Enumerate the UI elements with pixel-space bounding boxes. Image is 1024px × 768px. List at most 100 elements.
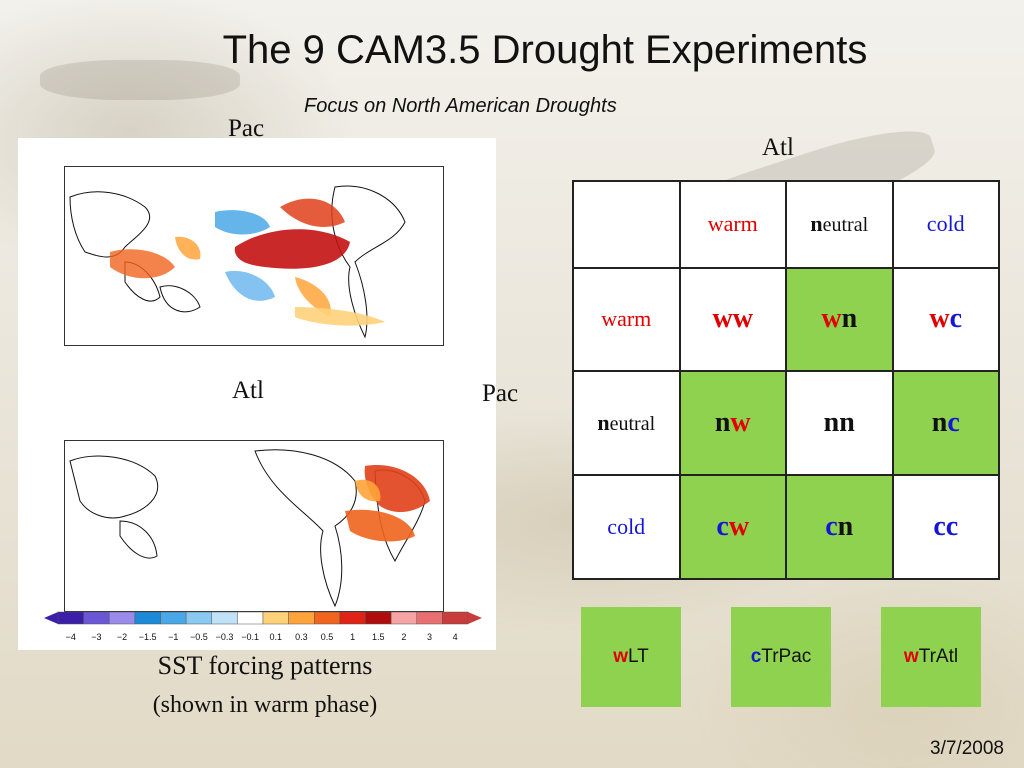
grid-row: neutral nw nn nc — [572, 370, 1000, 477]
header-initial: c — [926, 211, 937, 237]
row-initial: c — [607, 514, 618, 540]
experiment-code-pac: n — [714, 407, 731, 439]
grid-row-header: warm — [572, 266, 681, 373]
grid-col-header: neutral — [785, 180, 894, 269]
colorbar-tick-label: −3 — [91, 632, 101, 642]
box-label: TrAtl — [918, 646, 959, 667]
experiment-box: w LT — [581, 607, 681, 707]
experiment-cell: cc — [891, 474, 1000, 580]
experiment-code-pac: w — [712, 303, 733, 335]
experiment-code-pac: w — [821, 303, 842, 335]
colorbar-tick-label: 1.5 — [372, 632, 385, 642]
slide-subtitle: Focus on North American Droughts — [304, 95, 617, 117]
experiment-cell: wc — [891, 266, 1000, 373]
experiment-code-pac: c — [716, 511, 729, 543]
box-prefix: c — [750, 646, 762, 667]
grid-col-header: warm — [678, 180, 787, 269]
colorbar-tick-label: −2 — [117, 632, 127, 642]
experiment-code-pac: n — [931, 407, 948, 439]
colorbar-cell — [416, 611, 443, 625]
colorbar-cell — [390, 611, 417, 625]
experiment-cell: cw — [678, 474, 787, 580]
colorbar-tick-label: 4 — [453, 632, 458, 642]
colorbar-tick-label: 0.3 — [295, 632, 308, 642]
grid-row-header: neutral — [572, 370, 681, 477]
box-label: TrPac — [761, 646, 812, 667]
header-rest: arm — [723, 211, 758, 237]
experiment-code-atl: n — [839, 407, 855, 439]
box-prefix: w — [613, 646, 628, 667]
box-prefix: w — [903, 646, 919, 667]
colorbar-tick-label: 2 — [401, 632, 406, 642]
colorbar-cell — [109, 611, 136, 625]
row-rest: old — [617, 514, 646, 540]
colorbar-right-arrow — [468, 612, 482, 624]
grid-header-row: warm neutral cold — [572, 180, 1000, 269]
colorbar-tick-label: 0.5 — [321, 632, 334, 642]
pacific-sst-map — [64, 166, 444, 346]
experiment-cell: nn — [785, 370, 894, 477]
experiment-code-atl: c — [945, 511, 959, 543]
sst-colorbar: −4 −3 −2 −1.5 −1 −0.5 −0.3 −0.1 0.1 0.3 0.5 1 1.5 2 3 4 — [44, 611, 482, 642]
pac-map-label: Pac — [228, 115, 265, 142]
row-initial: n — [597, 410, 610, 436]
grid-atl-label: Atl — [762, 134, 794, 161]
slide-date: 3/7/2008 — [930, 738, 1004, 759]
box-label: LT — [628, 646, 649, 667]
experiment-code-pac: w — [929, 303, 950, 335]
colorbar-cell — [211, 611, 238, 625]
colorbar-tick-label: 1 — [350, 632, 355, 642]
colorbar-cell — [365, 611, 392, 625]
colorbar-cell — [57, 611, 84, 625]
experiment-code-atl: w — [730, 407, 751, 439]
colorbar-cell — [237, 611, 264, 625]
experiment-code-atl: w — [732, 303, 753, 335]
colorbar-tick-label: 3 — [427, 632, 432, 642]
colorbar-tick-label: −0.3 — [216, 632, 234, 642]
colorbar-tick-label: −0.5 — [190, 632, 208, 642]
caption-line1: SST forcing patterns — [157, 651, 373, 680]
experiment-code-atl: n — [837, 511, 854, 543]
colorbar-cell — [134, 611, 161, 625]
colorbar-cell — [185, 611, 212, 625]
colorbar-cell — [262, 611, 289, 625]
pacific-sst-image — [69, 185, 406, 339]
experiment-box: c TrPac — [731, 607, 831, 707]
colorbar-cell — [83, 611, 110, 625]
grid-row-header: cold — [572, 474, 681, 580]
colorbar-cell — [314, 611, 341, 625]
background-shape — [40, 60, 240, 100]
header-rest: old — [936, 211, 965, 237]
experiment-cell: nc — [891, 370, 1000, 477]
experiment-box: w TrAtl — [881, 607, 981, 707]
experiment-cell: nw — [678, 370, 787, 477]
colorbar-left-arrow — [44, 612, 58, 624]
slide-title: The 9 CAM3.5 Drought Experiments — [222, 28, 868, 72]
grid-pac-label: Pac — [482, 380, 519, 407]
colorbar-cell — [160, 611, 187, 625]
colorbar-tick-label: −0.1 — [241, 632, 259, 642]
grid-col-header: cold — [891, 180, 1000, 269]
experiment-code-atl: c — [947, 407, 960, 439]
grid-corner-cell — [572, 180, 681, 269]
colorbar-tick-label: 0.1 — [270, 632, 283, 642]
row-rest: arm — [617, 306, 652, 332]
experiment-cell: cn — [785, 474, 894, 580]
colorbar-tick-label: −1 — [168, 632, 178, 642]
experiment-code-atl: c — [949, 303, 963, 335]
experiment-code-pac: c — [933, 511, 946, 543]
atlantic-sst-map — [64, 440, 444, 612]
header-initial: w — [707, 211, 724, 237]
colorbar-tick-label: −4 — [66, 632, 76, 642]
colorbar-cell — [288, 611, 315, 625]
colorbar-tick-label: −1.5 — [139, 632, 157, 642]
grid-row: cold cw cn cc — [572, 474, 1000, 580]
row-rest: eutral — [609, 413, 656, 436]
experiment-code-atl: n — [841, 303, 858, 335]
row-initial: w — [601, 306, 618, 332]
experiment-code-atl: w — [728, 511, 750, 543]
experiment-cell: wn — [785, 266, 894, 373]
colorbar-cell — [442, 611, 469, 625]
experiment-grid: warm neutral cold warm ww wn wc neutral nw nn nc c… — [572, 180, 1000, 580]
caption-line2: (shown in warm phase) — [152, 692, 378, 718]
